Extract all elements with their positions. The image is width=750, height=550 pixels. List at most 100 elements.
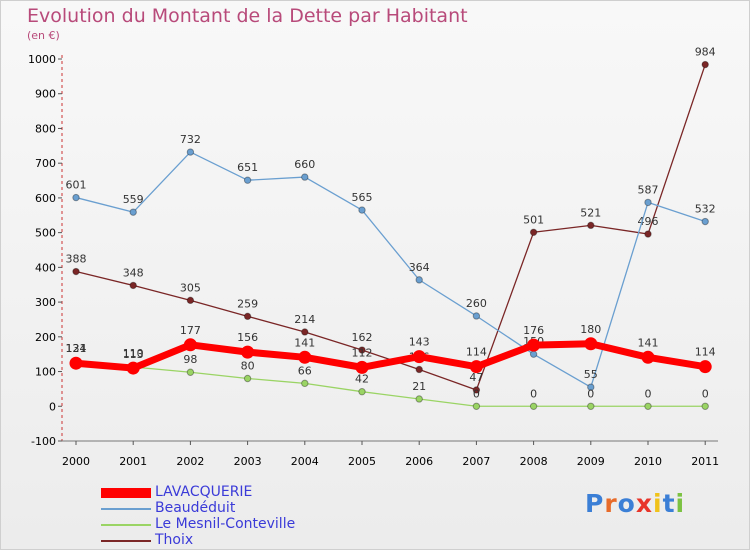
- data-label-le-mesnil-conteville: 0: [587, 387, 594, 400]
- y-tick-label: -100: [31, 435, 56, 448]
- data-label-lavacquerie: 114: [466, 346, 487, 359]
- data-point-le-mesnil-conteville: [529, 402, 538, 410]
- series-line-lavacquerie: [72, 340, 709, 372]
- data-point-thoix: [472, 386, 481, 394]
- data-point-le-mesnil-conteville: [358, 387, 366, 396]
- x-tick-label: 2002: [176, 455, 204, 468]
- logo-letter: o: [617, 489, 636, 518]
- x-tick-label: 2000: [62, 455, 90, 468]
- data-point-le-mesnil-conteville: [243, 374, 252, 383]
- y-tick-label: 400: [35, 261, 56, 274]
- legend-label-beaudeduit: Beaudéduit: [155, 500, 236, 516]
- logo-letter: t: [662, 489, 676, 518]
- data-label-beaudeduit: 660: [294, 158, 315, 171]
- data-point-thoix: [415, 365, 423, 374]
- x-tick-label: 2010: [634, 455, 662, 468]
- series-line-beaudeduit: [75, 151, 706, 388]
- data-point-lavacquerie: [698, 360, 712, 374]
- data-label-lavacquerie: 156: [237, 331, 258, 344]
- x-tick-label: 2008: [520, 455, 548, 468]
- data-point-lavacquerie: [241, 345, 255, 359]
- data-point-beaudeduit: [243, 176, 252, 184]
- legend-swatch-beaudeduit: [101, 508, 151, 510]
- logo-letter: i: [653, 489, 663, 518]
- data-point-thoix: [701, 60, 709, 69]
- data-label-beaudeduit: 364: [409, 261, 430, 274]
- data-label-thoix: 348: [123, 266, 144, 279]
- legend-label-le-mesnil-conteville: Le Mesnil-Conteville: [155, 516, 296, 532]
- data-label-thoix: 162: [352, 331, 373, 344]
- data-label-beaudeduit: 532: [695, 203, 716, 216]
- data-point-beaudeduit: [701, 217, 709, 226]
- logo-letter: P: [585, 489, 605, 518]
- data-point-lavacquerie: [298, 350, 312, 364]
- data-point-thoix: [301, 328, 309, 336]
- data-point-beaudeduit: [72, 193, 80, 202]
- data-label-thoix: 521: [580, 206, 601, 219]
- y-tick-label: 1000: [28, 53, 56, 66]
- x-tick-label: 2007: [462, 455, 490, 468]
- x-tick-label: 2006: [405, 455, 433, 468]
- data-point-beaudeduit: [472, 312, 481, 320]
- y-tick-label: 200: [35, 331, 56, 344]
- y-tick-label: 600: [35, 192, 56, 205]
- data-point-le-mesnil-conteville: [415, 395, 423, 403]
- proxiti-logo: Proxiti: [585, 489, 685, 518]
- data-label-lavacquerie: 124: [66, 342, 87, 355]
- data-label-lavacquerie: 180: [580, 323, 601, 336]
- y-tick-label: 800: [35, 122, 56, 135]
- data-point-beaudeduit: [415, 276, 423, 284]
- legend-swatch-le-mesnil-conteville: [101, 524, 151, 526]
- data-label-beaudeduit: 732: [180, 133, 201, 146]
- data-label-le-mesnil-conteville: 131: [66, 342, 87, 355]
- data-point-lavacquerie: [412, 350, 426, 364]
- data-label-le-mesnil-conteville: 0: [702, 387, 709, 400]
- data-label-le-mesnil-conteville: 113: [123, 348, 144, 361]
- data-point-thoix: [529, 228, 538, 236]
- series-line-le-mesnil-conteville: [75, 360, 706, 407]
- data-label-lavacquerie: 112: [352, 346, 373, 359]
- data-label-thoix: 47: [469, 371, 483, 384]
- data-label-thoix: 501: [523, 213, 544, 226]
- y-tick-label: 0: [49, 400, 56, 413]
- data-point-beaudeduit: [129, 208, 137, 216]
- chart-subtitle: (en €): [27, 29, 60, 42]
- data-point-thoix: [72, 267, 80, 276]
- data-label-le-mesnil-conteville: 42: [355, 373, 369, 386]
- data-label-le-mesnil-conteville: 98: [183, 353, 197, 366]
- data-label-le-mesnil-conteville: 0: [473, 387, 480, 400]
- data-point-lavacquerie: [527, 338, 541, 352]
- series-line-thoix: [75, 63, 706, 391]
- x-tick-label: 2004: [291, 455, 319, 468]
- data-label-lavacquerie: 143: [409, 336, 430, 349]
- data-label-thoix: 388: [66, 253, 87, 266]
- data-label-lavacquerie: 114: [695, 346, 716, 359]
- data-label-le-mesnil-conteville: 0: [530, 387, 537, 400]
- data-label-thoix: 214: [294, 313, 315, 326]
- logo-letter: x: [635, 489, 653, 518]
- y-tick-label: 100: [35, 366, 56, 379]
- data-label-beaudeduit: 587: [638, 183, 659, 196]
- data-point-lavacquerie: [469, 360, 483, 374]
- data-label-beaudeduit: 565: [352, 191, 373, 204]
- y-tick-label: 900: [35, 88, 56, 101]
- data-label-lavacquerie: 177: [180, 324, 201, 337]
- logo-letter: r: [604, 489, 618, 518]
- legend-swatch-thoix: [101, 540, 151, 542]
- data-point-lavacquerie: [355, 360, 369, 374]
- data-label-beaudeduit: 55: [584, 368, 598, 381]
- data-label-lavacquerie: 110: [123, 347, 144, 360]
- data-point-le-mesnil-conteville: [644, 402, 652, 410]
- data-label-thoix: 984: [695, 46, 716, 59]
- y-tick-label: 500: [35, 227, 56, 240]
- data-point-beaudeduit: [301, 173, 309, 181]
- legend-label-lavacquerie: LAVACQUERIE: [155, 484, 253, 500]
- data-point-beaudeduit: [587, 383, 595, 391]
- data-point-beaudeduit: [644, 198, 652, 207]
- data-point-thoix: [186, 296, 195, 305]
- y-tick-label: 300: [35, 296, 56, 309]
- data-label-beaudeduit: 601: [66, 179, 87, 192]
- data-point-le-mesnil-conteville: [186, 368, 195, 376]
